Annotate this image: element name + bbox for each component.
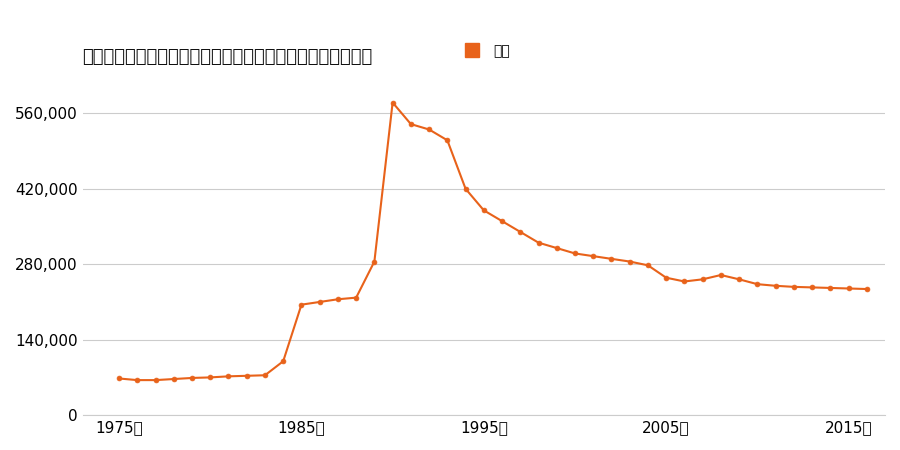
Legend: 価格: 価格 <box>453 38 515 63</box>
Text: 神奈川県川崎市高津区野川字西耕地３０２６番４の地価推移: 神奈川県川崎市高津区野川字西耕地３０２６番４の地価推移 <box>83 48 373 66</box>
